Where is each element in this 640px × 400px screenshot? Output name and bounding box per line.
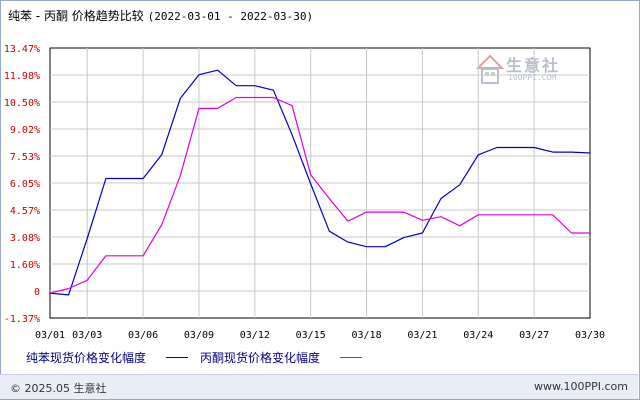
x-tick-label: 03/01 bbox=[35, 330, 65, 341]
footer-copyright: © 2025.05 生意社 bbox=[10, 382, 107, 395]
x-tick-label: 03/03 bbox=[72, 330, 102, 341]
x-tick-label: 03/15 bbox=[296, 330, 326, 341]
y-tick-label: 13.47% bbox=[4, 44, 40, 55]
y-tick-label: 1.60% bbox=[10, 260, 40, 271]
watermark-logo: 生意社 100PPI.COM bbox=[476, 52, 576, 92]
legend-series2-label: 丙酮现货价格变化幅度 bbox=[200, 351, 321, 365]
legend-series1-label: 纯苯现货价格变化幅度 bbox=[26, 351, 147, 365]
x-tick-label: 03/24 bbox=[463, 330, 493, 341]
footer-bar: © 2025.05 生意社 www.100PPI.com bbox=[0, 374, 638, 399]
legend-series1-swatch bbox=[166, 357, 188, 358]
x-tick-label: 03/27 bbox=[519, 330, 549, 341]
x-tick-label: 03/21 bbox=[407, 330, 437, 341]
footer-site-link[interactable]: www.100PPI.com bbox=[534, 380, 628, 393]
house-icon bbox=[476, 54, 504, 84]
y-tick-label: -1.37% bbox=[4, 314, 40, 325]
legend-series2-swatch bbox=[340, 357, 362, 358]
y-tick-label: 7.53% bbox=[10, 152, 40, 163]
x-tick-label: 03/06 bbox=[128, 330, 158, 341]
x-tick-label: 03/12 bbox=[240, 330, 270, 341]
series-line-2 bbox=[49, 96, 590, 294]
y-tick-label: 3.08% bbox=[10, 233, 40, 244]
y-tick-label: 4.57% bbox=[10, 206, 40, 217]
chart-title-text: 纯苯 - 丙酮 价格趋势比较 bbox=[8, 9, 144, 23]
chart-date-range: (2022-03-01 - 2022-03-30) bbox=[147, 10, 314, 23]
x-tick-label: 03/30 bbox=[575, 330, 605, 341]
y-tick-label: 6.05% bbox=[10, 179, 40, 190]
watermark-name: 生意社 bbox=[506, 56, 561, 75]
series-line-1 bbox=[49, 69, 591, 296]
x-tick-label: 03/18 bbox=[351, 330, 381, 341]
watermark-url: 100PPI.COM bbox=[508, 73, 557, 82]
y-tick-label: 0 bbox=[34, 287, 40, 298]
x-tick-label: 03/09 bbox=[184, 330, 214, 341]
chart-title: 纯苯 - 丙酮 价格趋势比较 (2022-03-01 - 2022-03-30) bbox=[8, 7, 313, 24]
y-tick-label: 10.50% bbox=[4, 98, 40, 109]
y-tick-label: 11.98% bbox=[4, 71, 40, 82]
y-tick-label: 9.02% bbox=[10, 125, 40, 136]
